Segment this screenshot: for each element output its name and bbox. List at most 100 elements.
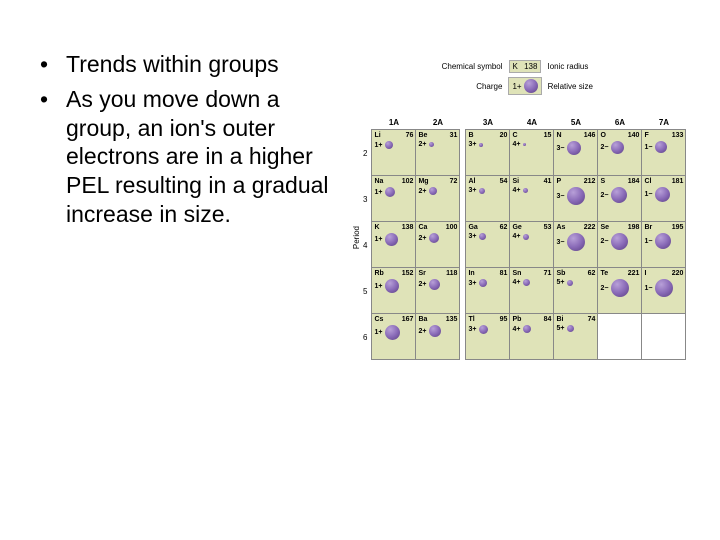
ionic-radius-value: 167 [402, 316, 414, 323]
legend-row: Chemical symbol K 138 Ionic radius [350, 60, 700, 73]
ion-cell: Sb625+ [554, 268, 598, 314]
ion-charge: 1+ [374, 236, 382, 243]
slide: Trends within groups As you move down a … [0, 0, 720, 380]
ionic-radius-value: 54 [500, 178, 508, 185]
ion-cell: Cl 181 1− [642, 176, 686, 222]
table-row: Na1021+Mg722+Al543+Si414+P2123−S1842−Cl1… [372, 176, 686, 222]
period-number: 4 [363, 222, 371, 268]
ion-cell: Ga623+ [466, 222, 510, 268]
element-symbol: Al [468, 178, 475, 185]
ion-cell: B203+ [466, 130, 510, 176]
element-symbol: In [468, 270, 474, 277]
ion-cell: Be312+ [416, 130, 460, 176]
ion-ball-icon [385, 187, 395, 197]
element-symbol: I [644, 270, 646, 277]
ion-ball-icon [567, 325, 574, 332]
ion-ball-icon [655, 279, 673, 297]
element-symbol: Sb [556, 270, 565, 277]
ion-charge: 2+ [418, 328, 426, 335]
element-symbol: Na [374, 178, 383, 185]
ion-cell: Ge534+ [510, 222, 554, 268]
ion-charge: 3+ [468, 280, 476, 287]
group-header: 5A [554, 116, 598, 130]
ionic-radius-value: 140 [628, 132, 640, 139]
ion-ball-icon [523, 234, 529, 240]
ion-charge: 3+ [468, 187, 476, 194]
ionic-radius-value: 81 [500, 270, 508, 277]
ionic-radius-value: 72 [450, 178, 458, 185]
ion-charge: 1− [644, 238, 652, 245]
legend-sample-symbol: K [513, 62, 518, 71]
element-symbol: F [644, 132, 648, 139]
ion-ball-icon [479, 233, 486, 240]
ionic-radius-value: 62 [500, 224, 508, 231]
ion-charge: 1+ [374, 189, 382, 196]
ionic-radius-value: 138 [402, 224, 414, 231]
ion-ball-icon [567, 187, 585, 205]
element-symbol: Se [600, 224, 609, 231]
ion-ball-icon [429, 325, 441, 337]
element-symbol: As [556, 224, 565, 231]
ion-cell: Ba1352+ [416, 314, 460, 360]
ion-ball-icon [385, 325, 400, 340]
ion-cell: N1463− [554, 130, 598, 176]
ion-charge: 1+ [374, 329, 382, 336]
ionic-radius-value: 198 [628, 224, 640, 231]
ion-cell: Bi745+ [554, 314, 598, 360]
group-header: 1A [372, 116, 416, 130]
ion-cell: As2223− [554, 222, 598, 268]
ionic-radius-value: 195 [672, 224, 684, 231]
element-symbol: Cl [644, 178, 651, 185]
ion-charge: 2+ [418, 141, 426, 148]
ion-charge: 3− [556, 193, 564, 200]
ion-cell: Br 195 1− [642, 222, 686, 268]
ion-cell: Rb1521+ [372, 268, 416, 314]
ion-cell: P2123− [554, 176, 598, 222]
ionic-radius-value: 102 [402, 178, 414, 185]
group-header: 4A [510, 116, 554, 130]
ion-charge: 4+ [512, 233, 520, 240]
period-number: 3 [363, 176, 371, 222]
legend-row: Charge 1+ Relative size [350, 77, 700, 95]
ionic-radius-value: 62 [588, 270, 596, 277]
element-symbol: Bi [556, 316, 563, 323]
ionic-radius-value: 100 [446, 224, 458, 231]
element-symbol: Sr [418, 270, 425, 277]
ionic-radius-value: 181 [672, 178, 684, 185]
ionic-radius-value: 95 [500, 316, 508, 323]
ionic-radius-value: 20 [500, 132, 508, 139]
table-row: Rb1521+Sr1182+In813+Sn714+Sb625+Te2212−I… [372, 268, 686, 314]
ion-ball-icon [567, 280, 573, 286]
ionic-radius-value: 152 [402, 270, 414, 277]
ion-charge: 2+ [418, 188, 426, 195]
ion-charge: 4+ [512, 141, 520, 148]
ionic-radius-value: 41 [544, 178, 552, 185]
ion-ball-icon [479, 279, 487, 287]
ion-ball-icon [611, 233, 628, 250]
bullet-item: Trends within groups [40, 50, 340, 79]
ion-ball-icon [523, 279, 530, 286]
element-symbol: C [512, 132, 517, 139]
ionic-radius-value: 222 [584, 224, 596, 231]
ion-charge: 1− [644, 144, 652, 151]
element-symbol: Ge [512, 224, 521, 231]
ion-charge: 2− [600, 285, 608, 292]
ion-ball-icon [385, 141, 393, 149]
ion-ball-icon [523, 143, 526, 146]
ion-ball-icon [611, 279, 629, 297]
ion-charge: 4+ [512, 279, 520, 286]
ion-ball-icon [611, 141, 624, 154]
ion-charge: 1− [644, 191, 652, 198]
ion-ball-icon [385, 233, 398, 246]
ion-ball-icon [655, 233, 671, 249]
element-symbol: Br [644, 224, 652, 231]
ion-ball-icon [567, 141, 581, 155]
ion-cell: Ca1002+ [416, 222, 460, 268]
ion-ball-icon [524, 79, 538, 93]
ionic-radius-value: 212 [584, 178, 596, 185]
table-row: Cs1671+Ba1352+Tl953+Pb844+Bi745+ [372, 314, 686, 360]
bullet-text: As you move down a group, an ion's outer… [66, 86, 329, 227]
ion-cell [642, 314, 686, 360]
period-number: 2 [363, 130, 371, 176]
ionic-radius-value: 15 [544, 132, 552, 139]
